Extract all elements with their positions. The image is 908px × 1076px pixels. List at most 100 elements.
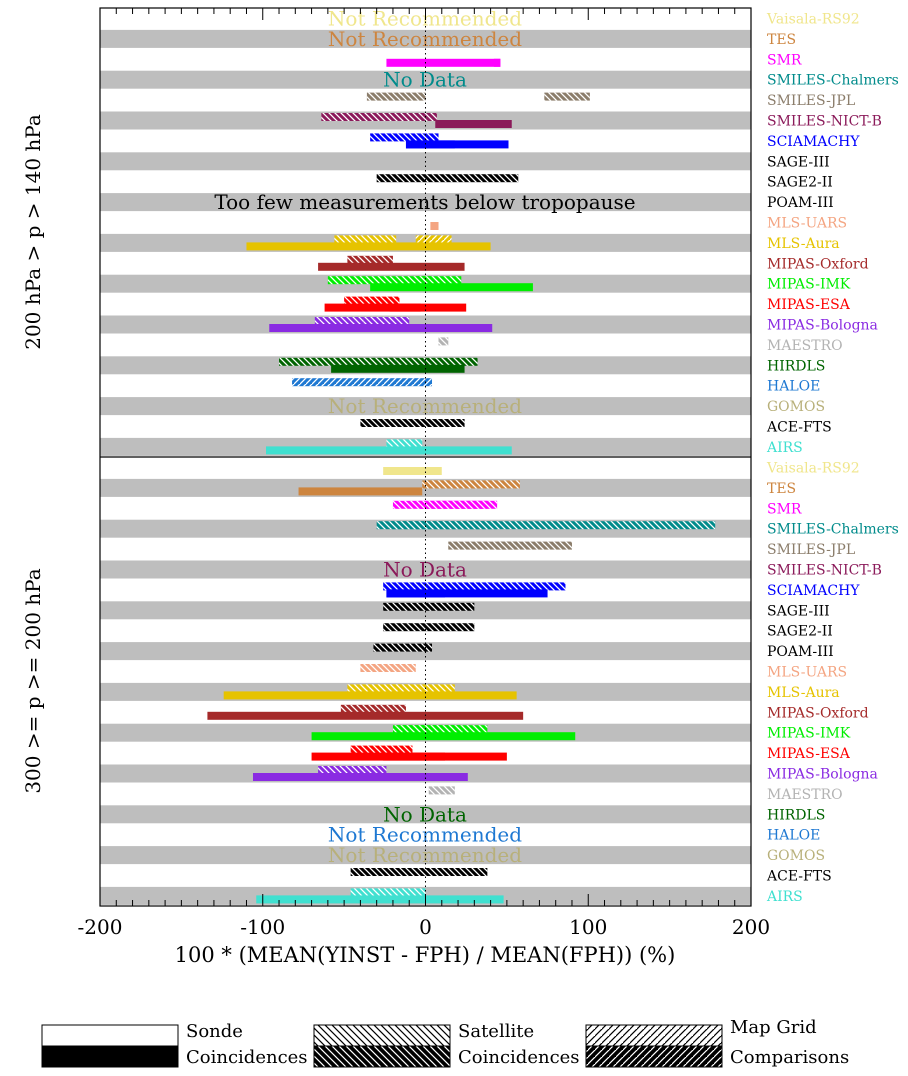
hatch-lines xyxy=(292,378,433,387)
instrument-label: GOMOS xyxy=(767,399,825,415)
satellite-bar xyxy=(279,357,397,366)
hatch-lines xyxy=(360,664,416,672)
instrument-label: SMILES-NICT-B xyxy=(767,114,882,130)
hatch-lines xyxy=(347,255,393,264)
instrument-label: MAESTRO xyxy=(767,787,843,803)
hatch-lines xyxy=(392,500,498,509)
sonde-bar xyxy=(207,711,524,720)
sonde-bar xyxy=(383,467,442,475)
satellite-bar xyxy=(363,317,410,325)
hatch-lines xyxy=(350,868,488,876)
instrument-label: SMILES-Chalmers xyxy=(767,73,899,89)
hatch-lines xyxy=(363,317,410,325)
hatch-lines xyxy=(415,235,452,244)
instrument-label: MIPAS-IMK xyxy=(767,277,851,293)
background-stripe xyxy=(100,397,751,416)
satellite-bar xyxy=(360,664,416,672)
legend-label: Sonde xyxy=(186,1021,243,1042)
satellite-bar xyxy=(350,888,426,897)
map-grid-bar xyxy=(415,235,452,244)
hatch-lines xyxy=(366,92,426,101)
satellite-bar xyxy=(386,439,423,448)
instrument-label: TES xyxy=(767,481,796,497)
instrument-label: SMR xyxy=(767,501,802,517)
hatch-lines xyxy=(386,357,478,366)
instrument-label: SCIAMACHY xyxy=(767,583,860,599)
sonde-bar xyxy=(311,732,576,741)
x-tick-label: 100 xyxy=(569,915,607,939)
legend-item: Satellite Coincidences xyxy=(313,1021,580,1068)
hatch-lines xyxy=(334,235,397,244)
satellite-bar xyxy=(438,337,449,346)
instrument-label: SMILES-NICT-B xyxy=(767,563,882,579)
satellite-bar xyxy=(370,133,439,142)
legend-label: Coincidences xyxy=(186,1047,308,1068)
satellite-bar xyxy=(347,255,393,264)
sonde-bar xyxy=(246,242,491,251)
instrument-label: SMILES-JPL xyxy=(767,93,855,109)
instrument-label: MIPAS-Oxford xyxy=(767,705,869,721)
satellite-bar xyxy=(350,868,488,876)
legend-label: Comparisons xyxy=(730,1047,849,1068)
hatch-lines xyxy=(350,745,413,754)
instrument-label: HIRDLS xyxy=(767,807,825,823)
annotation-note: Not Recommended xyxy=(328,823,522,847)
legend-swatch-bottom xyxy=(41,1045,179,1068)
instrument-label: POAM-III xyxy=(767,644,834,660)
instrument-label: MIPAS-Bologna xyxy=(767,318,878,334)
satellite-bar xyxy=(373,643,433,652)
sonde-bar xyxy=(298,487,423,496)
instrument-label: TES xyxy=(767,32,796,48)
hatch-lines xyxy=(383,623,475,632)
sonde-bar xyxy=(435,120,512,128)
instrument-label: SMILES-Chalmers xyxy=(767,522,899,538)
satellite-bar xyxy=(350,745,413,754)
satellite-bar xyxy=(392,500,498,509)
x-axis-label: 100 * (MEAN(YINST - FPH) / MEAN(FPH)) (%… xyxy=(175,943,676,967)
instrument-label: SAGE-III xyxy=(767,154,830,170)
sonde-bar xyxy=(331,364,465,373)
x-tick-label: 0 xyxy=(419,915,432,939)
satellite-bar xyxy=(428,786,455,795)
hatch-lines xyxy=(428,786,455,795)
satellite-bar xyxy=(497,541,572,550)
satellite-bar xyxy=(383,602,475,611)
sonde-bar xyxy=(311,752,507,761)
satellite-bar xyxy=(314,317,364,325)
satellite-bar xyxy=(383,582,566,591)
instrument-label: MLS-Aura xyxy=(767,685,840,701)
sonde-bar xyxy=(318,262,465,271)
hatch-lines xyxy=(347,684,413,693)
hatch-lines xyxy=(386,684,455,693)
satellite-bar xyxy=(347,684,413,693)
instrument-label: MLS-UARS xyxy=(767,216,847,232)
hatch-lines xyxy=(497,541,572,550)
instrument-label: Vaisala-RS92 xyxy=(766,461,860,477)
instrument-label: SAGE-III xyxy=(767,603,830,619)
satellite-bar xyxy=(383,623,475,632)
legend-swatch-bottom xyxy=(585,1045,723,1068)
sonde-bar xyxy=(386,58,501,67)
satellite-bar xyxy=(360,419,465,427)
instrument-label: HALOE xyxy=(767,828,820,844)
hatch-lines xyxy=(279,357,397,366)
hatch-lines xyxy=(438,337,449,346)
sonde-bar xyxy=(386,589,548,598)
instrument-label: ACE-FTS xyxy=(766,869,832,885)
instrument-label: MLS-UARS xyxy=(767,665,847,681)
legend-swatch-top xyxy=(313,1024,451,1047)
hatch-lines xyxy=(376,174,519,183)
instrument-label: SMR xyxy=(767,52,802,68)
hatch-lines xyxy=(318,766,377,774)
instrument-label: Vaisala-RS92 xyxy=(766,12,860,28)
satellite-bar xyxy=(327,276,462,285)
background-stripe xyxy=(100,29,751,48)
sonde-bar xyxy=(266,446,512,455)
legend-swatch-top xyxy=(585,1024,723,1047)
sonde-bar xyxy=(252,773,468,781)
hatch-lines xyxy=(344,296,400,305)
hatch-lines xyxy=(321,113,437,121)
instrument-label: MIPAS-IMK xyxy=(767,726,851,742)
instrument-label: AIRS xyxy=(766,889,803,905)
satellite-bar xyxy=(386,684,455,693)
